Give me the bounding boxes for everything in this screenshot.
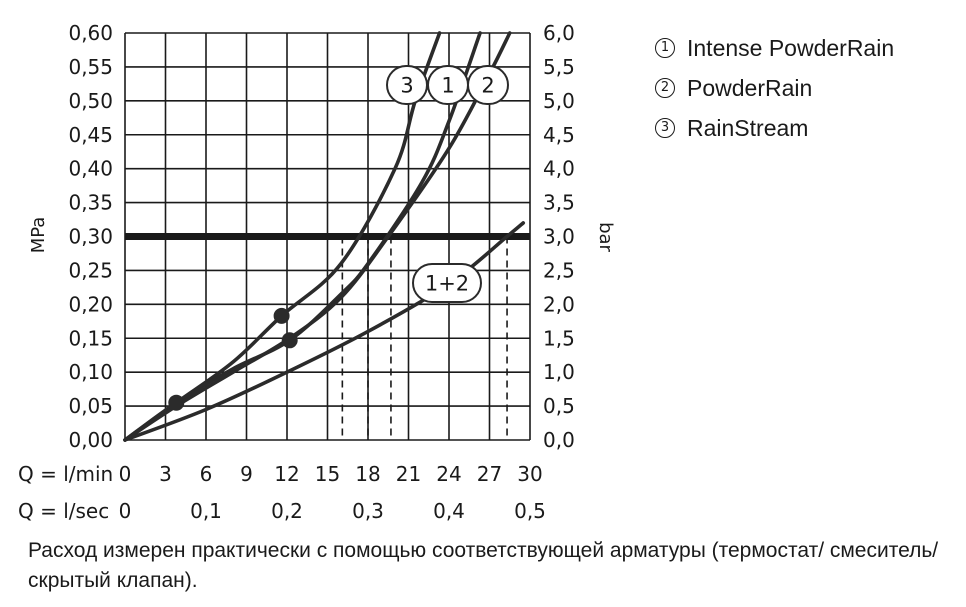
x-lmin-tick-label: 30 <box>517 462 542 486</box>
y-left-tick-label: 0,30 <box>68 225 113 249</box>
legend-label-2: PowderRain <box>687 74 813 101</box>
y-left-tick-label: 0,60 <box>68 21 113 45</box>
series-callouts: 3 1 2 1+2 <box>386 65 509 303</box>
y-right-tick-label: 5,0 <box>543 89 575 113</box>
y-right-tick-label: 1,5 <box>543 326 575 350</box>
footnote: Расход измерен практически с помощью соо… <box>28 539 939 592</box>
y-left-tick-label: 0,20 <box>68 292 113 316</box>
y-right-tick-label: 4,5 <box>543 123 575 147</box>
series-marker <box>273 307 290 324</box>
callout-text-3: 3 <box>400 74 413 98</box>
y-left-tick-label: 0,10 <box>68 360 113 384</box>
series-markers <box>168 307 298 411</box>
x-lmin-tick-label: 24 <box>436 462 461 486</box>
y-right-tick-label: 5,5 <box>543 55 575 79</box>
x-lmin-tick-label: 27 <box>477 462 502 486</box>
legend-badge-2: 2 <box>655 78 675 98</box>
y-left-axis-label: MPa <box>28 217 49 254</box>
y-right-tick-label: 3,0 <box>543 225 575 249</box>
x-lmin-tick-label: 9 <box>240 462 253 486</box>
x-lmin-tick-label: 21 <box>396 462 421 486</box>
x-lsec-tick-label: 0,2 <box>271 499 303 523</box>
series-marker <box>168 394 185 411</box>
callout-bubble-1+2 <box>412 263 482 303</box>
y-right-axis-label: bar <box>595 222 616 252</box>
y-left-tick-label: 0,50 <box>68 89 113 113</box>
legend: 1 Intense PowderRain 2 PowderRain 3 Rain… <box>655 28 894 148</box>
y-right-tick-label: 0,0 <box>543 428 575 452</box>
axis-ticks: 0,000,050,100,150,200,250,300,350,400,45… <box>68 21 574 523</box>
y-right-tick-label: 2,5 <box>543 258 575 282</box>
legend-label-1: Intense PowderRain <box>687 34 895 61</box>
x-lmin-tick-label: 18 <box>355 462 380 486</box>
legend-badge-1: 1 <box>655 38 675 58</box>
series-marker <box>281 332 298 349</box>
y-left-tick-label: 0,45 <box>68 123 113 147</box>
callout-text-1+2: 1+2 <box>425 272 469 296</box>
x-lsec-tick-label: 0 <box>119 499 132 523</box>
y-left-tick-label: 0,55 <box>68 55 113 79</box>
callout-text-2: 2 <box>481 74 494 98</box>
y-left-tick-label: 0,05 <box>68 394 113 418</box>
y-right-tick-label: 2,0 <box>543 292 575 316</box>
y-right-tick-label: 6,0 <box>543 21 575 45</box>
legend-badge-3: 3 <box>655 118 675 138</box>
x-lsec-tick-label: 0,3 <box>352 499 384 523</box>
x-lmin-axis-label: Q = l/min <box>18 462 113 486</box>
x-lsec-tick-label: 0,1 <box>190 499 222 523</box>
x-lmin-tick-label: 15 <box>315 462 340 486</box>
y-left-tick-label: 0,00 <box>68 428 113 452</box>
x-lsec-axis-label: Q = l/sec <box>18 499 109 523</box>
x-lmin-tick-label: 6 <box>200 462 213 486</box>
y-right-tick-label: 4,0 <box>543 157 575 181</box>
series-line-1 <box>123 31 482 442</box>
y-right-tick-label: 3,5 <box>543 191 575 215</box>
pressure-flow-chart: 3 1 21+2 0,000,050,100,150,200,250,300,350… <box>18 21 616 523</box>
y-left-tick-label: 0,15 <box>68 326 113 350</box>
legend-label-3: RainStream <box>687 114 809 141</box>
series-line-1+2 <box>123 221 526 442</box>
dashed-drop-lines <box>341 236 508 440</box>
y-left-tick-label: 0,25 <box>68 258 113 282</box>
y-left-tick-label: 0,35 <box>68 191 113 215</box>
legend-item-2: 2 PowderRain <box>655 68 894 108</box>
x-lmin-tick-label: 12 <box>274 462 299 486</box>
x-lsec-tick-label: 0,5 <box>514 499 546 523</box>
y-right-tick-label: 1,0 <box>543 360 575 384</box>
x-lsec-tick-label: 0,4 <box>433 499 465 523</box>
y-right-tick-label: 0,5 <box>543 394 575 418</box>
y-left-tick-label: 0,40 <box>68 157 113 181</box>
callout-text-1: 1 <box>441 74 454 98</box>
legend-item-1: 1 Intense PowderRain <box>655 28 894 68</box>
x-lmin-tick-label: 3 <box>159 462 172 486</box>
x-lmin-tick-label: 0 <box>119 462 132 486</box>
callout-bubble-2 <box>467 65 509 105</box>
legend-item-3: 3 RainStream <box>655 108 894 148</box>
